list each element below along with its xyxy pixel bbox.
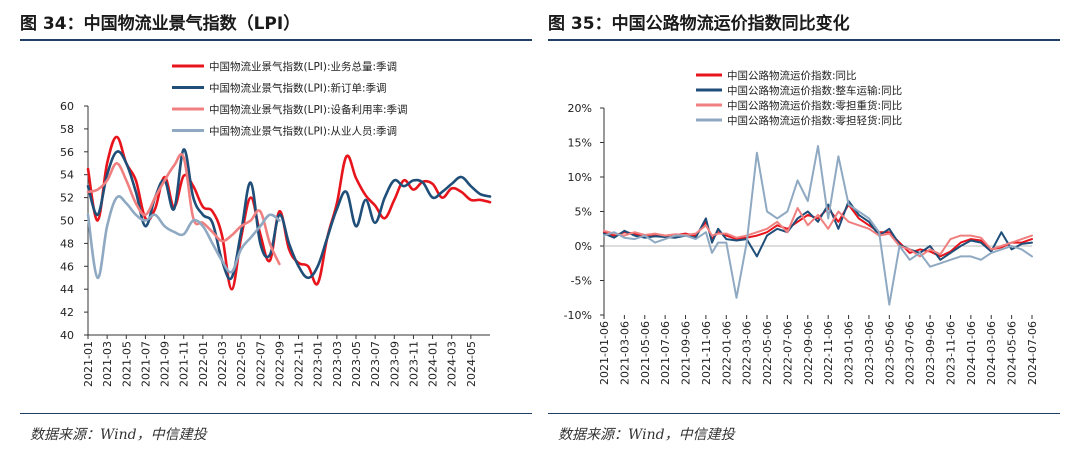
legend-label: 中国物流业景气指数(LPI):设备利用率:季调 [209, 103, 408, 116]
x-tick-label: 2023-01-06 [843, 321, 856, 385]
y-tick-label: 46 [60, 260, 74, 273]
x-tick-label: 2024-05-06 [1006, 321, 1019, 385]
y-tick-label: 15% [568, 137, 592, 150]
legend-label: 中国公路物流运价指数:零担重货:同比 [727, 99, 902, 112]
series-line [603, 203, 1033, 258]
legend-label: 中国物流业景气指数(LPI):从业人员:季调 [209, 125, 397, 138]
y-tick-label: 56 [60, 146, 74, 159]
x-tick-label: 2023-11-06 [944, 321, 957, 385]
y-tick-label: 58 [60, 123, 74, 136]
x-tick-label: 2022-03-06 [741, 321, 754, 385]
x-tick-label: 2022-05 [235, 341, 248, 387]
x-tick-label: 2021-03 [101, 341, 114, 387]
x-tick-label: 2023-11 [407, 341, 420, 387]
source-note: 数据来源：Wind，中信建投 [30, 427, 207, 443]
x-tick-label: 2021-09-06 [680, 321, 693, 385]
x-tick-label: 2023-05-06 [883, 321, 896, 385]
x-tick-label: 2021-01-06 [598, 321, 611, 385]
x-tick-label: 2022-07-06 [781, 321, 794, 385]
panel-lpi: 图 34：中国物流业景气指数（LPI） 40 42 44 46 48 50 52 54 56 58… [20, 0, 540, 451]
y-tick-label: -10% [564, 309, 592, 322]
x-tick-label: 2021-07 [139, 341, 152, 387]
x-tick-label: 2022-05-06 [761, 321, 774, 385]
series-line [603, 145, 1033, 306]
bottom-rule [20, 413, 532, 414]
y-tick-label: 40 [60, 329, 74, 342]
x-tick-label: 2023-05 [350, 341, 363, 387]
legend-label: 中国公路物流运价指数:整车运输:同比 [727, 84, 902, 97]
y-tick-label: -5% [571, 275, 592, 288]
y-tick-label: 42 [60, 306, 74, 319]
bottom-rule [548, 413, 1060, 414]
x-tick-label: 2021-11 [178, 341, 191, 387]
figure-title: 图 35：中国公路物流运价指数同比变化 [548, 14, 850, 34]
x-tick-label: 2022-01 [197, 341, 210, 387]
source-note: 数据来源：Wind，中信建投 [558, 427, 735, 443]
y-tick-label: 50 [60, 215, 74, 228]
y-tick-label: 54 [60, 169, 74, 182]
x-tick-label: 2021-07-06 [659, 321, 672, 385]
legend-label: 中国公路物流运价指数:零担轻货:同比 [727, 114, 902, 127]
series-line [86, 195, 281, 280]
x-tick-label: 2021-03-06 [618, 321, 631, 385]
legend-label: 中国物流业景气指数(LPI):业务总量:季调 [209, 60, 397, 73]
series-line [86, 152, 281, 266]
y-tick-label: 10% [568, 171, 592, 184]
x-tick-label: 2021-09 [159, 341, 172, 387]
y-tick-label: 5% [575, 206, 592, 219]
panel-freight: 图 35：中国公路物流运价指数同比变化 -10% -5% 0% 5% 10% 15% 20%… [548, 0, 1068, 451]
title-rule [20, 39, 532, 41]
freight-line-chart: -10% -5% 0% 5% 10% 15% 20% 2021-01-06 2021-03-06… [564, 69, 1039, 385]
x-tick-label: 2022-01-06 [720, 321, 733, 385]
x-tick-label: 2024-03 [446, 341, 459, 387]
x-tick-label: 2023-09 [388, 341, 401, 387]
x-tick-label: 2022-09 [273, 341, 286, 387]
y-tick-label: 0% [575, 240, 592, 253]
title-rule [548, 39, 1060, 41]
y-tick-label: 60 [60, 100, 74, 113]
y-tick-label: 48 [60, 237, 74, 250]
x-tick-label: 2022-07 [254, 341, 267, 387]
x-tick-label: 2023-03 [331, 341, 344, 387]
x-tick-label: 2024-05 [465, 341, 478, 387]
x-tick-label: 2023-03-06 [863, 321, 876, 385]
x-tick-label: 2021-01 [82, 341, 95, 387]
figure-title: 图 34：中国物流业景气指数（LPI） [20, 14, 301, 34]
y-tick-label: 44 [60, 283, 74, 296]
x-tick-label: 2024-01-06 [965, 321, 978, 385]
legend-label: 中国公路物流运价指数:同比 [727, 69, 857, 82]
x-tick-label: 2023-07-06 [904, 321, 917, 385]
series-line [603, 200, 1033, 261]
lpi-line-chart: 40 42 44 46 48 50 52 54 56 58 60 2021-01 2021-03 2021… [60, 60, 492, 387]
x-tick-label: 2021-11-06 [700, 321, 713, 385]
x-tick-label: 2024-03-06 [985, 321, 998, 385]
y-tick-label: 20% [568, 102, 592, 115]
x-tick-label: 2024-01 [427, 341, 440, 387]
x-tick-label: 2023-09-06 [924, 321, 937, 385]
x-tick-label: 2022-09-06 [802, 321, 815, 385]
x-tick-label: 2023-01 [312, 341, 325, 387]
series-line [86, 148, 492, 281]
x-tick-label: 2021-05-06 [639, 321, 652, 385]
x-tick-label: 2021-05 [120, 341, 133, 387]
x-tick-label: 2022-03 [216, 341, 229, 387]
x-tick-label: 2024-07-06 [1026, 321, 1039, 385]
x-tick-label: 2022-11-06 [822, 321, 835, 385]
x-tick-label: 2023-07 [369, 341, 382, 387]
series-line [603, 207, 1033, 258]
x-tick-label: 2022-11 [293, 341, 306, 387]
legend-label: 中国物流业景气指数(LPI):新订单:季调 [209, 82, 387, 95]
y-tick-label: 52 [60, 192, 74, 205]
